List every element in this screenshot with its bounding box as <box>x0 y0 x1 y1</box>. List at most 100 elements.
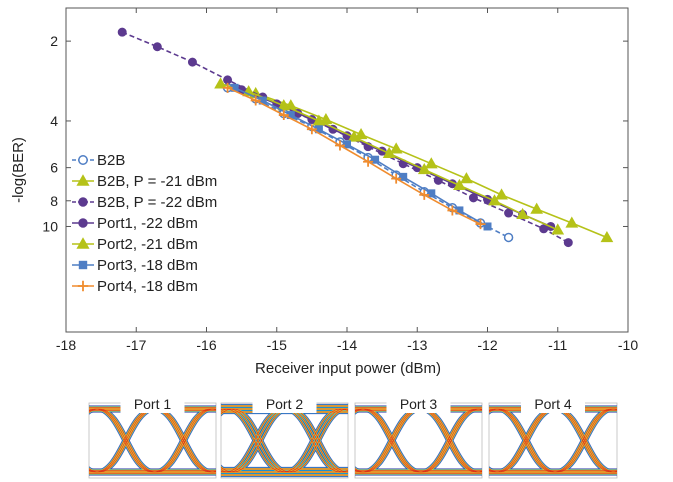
eye-trace <box>498 408 557 473</box>
eye-trace <box>228 408 287 473</box>
x-tick-label: -13 <box>407 337 427 353</box>
data-point <box>306 124 317 135</box>
data-point <box>78 218 88 228</box>
data-point <box>152 42 162 52</box>
data-point <box>78 155 88 165</box>
x-tick-label: -14 <box>337 337 357 353</box>
eye-trace <box>89 467 98 474</box>
eye-trace <box>95 408 153 473</box>
y-tick-label: 10 <box>42 218 58 234</box>
eye-label: Port 3 <box>400 396 438 412</box>
eye-trace <box>615 408 617 411</box>
eye-panel-3: Port 3 <box>354 395 483 479</box>
series-6 <box>230 83 492 231</box>
data-point <box>495 188 508 200</box>
eye-trace <box>89 408 99 414</box>
data-point <box>312 114 326 126</box>
eye-trace <box>615 471 617 473</box>
eye-trace <box>355 408 364 412</box>
legend-label: Port3, -18 dBm <box>97 257 198 274</box>
data-point <box>427 189 436 198</box>
eye-trace <box>89 467 99 473</box>
legend-item: B2B, P = -22 dBm <box>72 194 217 211</box>
eye-trace <box>611 408 617 412</box>
eye-trace <box>89 469 96 473</box>
x-axis: -18 -17 -16 -15 -14 -13 -12 -11 -10 <box>56 8 638 353</box>
data-point <box>354 128 368 140</box>
data-point <box>76 237 90 249</box>
y-tick-label: 4 <box>50 113 58 129</box>
legend-label: B2B, P = -22 dBm <box>97 194 217 211</box>
eye-trace <box>89 408 98 413</box>
data-point <box>78 197 88 207</box>
data-point <box>453 178 466 191</box>
eye-trace <box>611 408 617 411</box>
eye-trace <box>364 408 423 473</box>
y-axis-label: -log(BER) <box>10 137 27 203</box>
eye-trace <box>613 470 617 473</box>
eye-label-bg <box>521 395 585 413</box>
eye-trace <box>225 408 284 473</box>
eye-trace <box>614 407 617 411</box>
eye-label-bg <box>252 395 317 413</box>
eye-trace <box>221 408 230 412</box>
eye-trace <box>615 408 617 410</box>
eye-trace <box>611 468 617 474</box>
y-tick-label: 2 <box>50 33 58 49</box>
eye-trace <box>232 408 291 473</box>
legend-item: B2B <box>72 152 125 169</box>
data-point <box>314 125 323 134</box>
eye-trace <box>489 408 498 412</box>
data-point <box>475 219 486 230</box>
series-layer <box>117 27 614 248</box>
eye-trace <box>611 407 617 413</box>
eye-trace <box>613 408 617 411</box>
eye-trace <box>613 469 617 474</box>
data-point <box>187 57 197 67</box>
eye-trace <box>89 467 98 474</box>
x-axis-label: Receiver input power (dBm) <box>255 360 441 377</box>
eye-trace <box>613 407 617 412</box>
data-point <box>382 146 396 158</box>
eye-trace <box>361 408 419 473</box>
legend-label: B2B, P = -21 dBm <box>97 173 217 190</box>
eye-trace <box>98 408 157 473</box>
eye-trace <box>611 469 617 473</box>
eye-label-bg <box>120 395 185 413</box>
legend-item: B2B, P = -21 dBm <box>72 173 217 190</box>
data-point <box>77 280 89 292</box>
plot-frame <box>65 7 629 333</box>
eye-trace <box>89 407 98 414</box>
data-point <box>78 260 88 270</box>
data-point <box>447 205 458 216</box>
eye-trace <box>96 408 155 473</box>
eye-label: Port 1 <box>134 396 172 412</box>
legend-label: B2B <box>97 152 125 169</box>
data-point <box>222 82 233 93</box>
eye-trace <box>221 408 233 415</box>
data-point <box>424 157 438 169</box>
x-tick-label: -18 <box>56 337 76 353</box>
eye-trace <box>89 408 98 412</box>
data-point <box>334 140 345 151</box>
eye-trace <box>615 408 617 410</box>
series-line <box>248 90 559 231</box>
legend-label: Port4, -18 dBm <box>97 278 198 295</box>
data-point <box>343 140 351 149</box>
legend-item: Port3, -18 dBm <box>72 257 198 274</box>
eye-trace <box>89 470 96 473</box>
eye-trace <box>89 407 96 413</box>
data-point <box>391 173 402 184</box>
eye-trace <box>362 408 421 473</box>
x-tick-label: -11 <box>548 337 567 353</box>
data-point <box>250 95 261 106</box>
eye-traces <box>489 405 617 476</box>
eye-trace <box>89 468 96 474</box>
legend-item: Port1, -22 dBm <box>72 215 198 232</box>
eye-trace <box>355 469 364 473</box>
eye-panel-1: Port 1 <box>88 395 217 479</box>
data-point <box>214 77 227 89</box>
eye-diagram-strip: Port 1 Port 2 Port 3 Port 4 <box>88 395 618 479</box>
data-point <box>230 83 239 92</box>
